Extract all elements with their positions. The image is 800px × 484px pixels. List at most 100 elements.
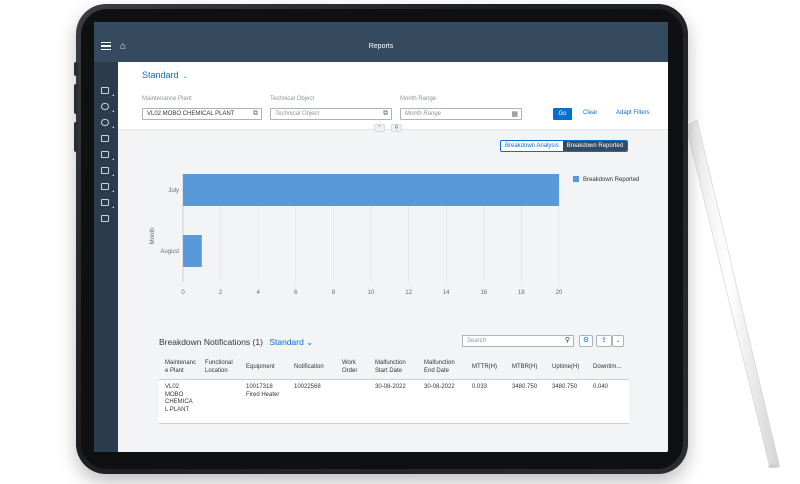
column-header[interactable]: Equipment: [246, 364, 275, 372]
bar: [183, 235, 202, 267]
x-tick-label: 18: [518, 290, 525, 296]
column-header[interactable]: Uptime(H): [552, 364, 579, 372]
variant-label: Standard: [142, 70, 179, 80]
column-header-text: End Date: [424, 367, 450, 374]
breakdown-reported-tab[interactable]: Breakdown Reported: [562, 141, 628, 151]
table-cell-text: 10022568: [294, 384, 321, 390]
table-toolbar-title: Breakdown Notifications (1) Standard ⌄: [159, 337, 313, 348]
expand-indicator-icon: [112, 190, 114, 192]
volume-button: [74, 62, 78, 76]
settings-button[interactable]: ⚙: [579, 335, 593, 347]
nav-item-icon[interactable]: [101, 87, 109, 94]
home-icon[interactable]: ⌂: [120, 41, 127, 52]
column-header-text: e Plant: [165, 367, 184, 374]
nav-item-icon[interactable]: [101, 151, 109, 158]
table-cell-text: CHEMICA: [165, 399, 193, 405]
column-header-text: Malfunction: [375, 360, 406, 366]
expand-indicator-icon: [112, 158, 114, 160]
table-variant-selector[interactable]: Standard ⌄: [269, 337, 314, 347]
column-header[interactable]: Downtim...: [593, 364, 621, 372]
content-area: Breakdown Analysis Breakdown Reported 0 2…: [118, 132, 668, 452]
column-header[interactable]: Malfunction Start Date: [375, 360, 406, 375]
search-icon[interactable]: ⚲: [564, 337, 570, 344]
nav-item-icon[interactable]: [101, 215, 109, 222]
maintenance-plant-input[interactable]: VL02 MOBO CHEMICAL PLANT ⧉: [142, 108, 262, 120]
expand-indicator-icon: [112, 206, 114, 208]
table-cell: 30-08-2022: [375, 384, 406, 392]
month-range-input[interactable]: Month Range ▦: [400, 108, 522, 120]
table-cell-text: 3480.750: [512, 384, 538, 390]
chart-view-toggle: Breakdown Analysis Breakdown Reported: [500, 140, 629, 152]
month-range-placeholder: Month Range: [405, 111, 442, 117]
table-body: VL02 MOBO CHEMICA L PLANT 10017318 Fired Heat…: [159, 380, 629, 424]
table-cell: 10017318 Fired Heater: [246, 384, 279, 399]
x-tick-label: 2: [219, 290, 223, 296]
x-tick-label: 20: [556, 290, 563, 296]
table-cell: 0.033: [472, 384, 487, 392]
go-button[interactable]: Go: [553, 108, 572, 120]
adapt-filters-button[interactable]: Adapt Filters: [616, 110, 650, 116]
column-header-text: Uptime(H): [552, 364, 580, 370]
volume-button: [74, 122, 78, 152]
calendar-icon[interactable]: ▦: [511, 111, 518, 118]
table-cell-text: Fired Heater: [246, 391, 280, 398]
table-cell-text: 0.040: [593, 384, 609, 390]
x-tick-label: 16: [480, 290, 487, 296]
filter-bar: Standard ⌄ Maintenance Plant VL02 MOBO CH…: [118, 62, 668, 132]
column-header[interactable]: Maintenanc e Plant: [165, 360, 196, 375]
x-tick-label: 4: [257, 290, 261, 296]
technical-object-label: Technical Object: [270, 96, 315, 102]
table-cell-text: VL02: [165, 384, 180, 390]
export-menu-button[interactable]: ⌄: [612, 335, 624, 347]
nav-item-icon[interactable]: [101, 103, 109, 110]
y-axis-label: Month: [150, 228, 156, 245]
maintenance-plant-label: Maintenance Plant: [142, 96, 192, 102]
table-search-input[interactable]: Search ⚲: [462, 335, 574, 347]
nav-item-icon[interactable]: [101, 183, 109, 190]
legend-label: Breakdown Reported: [583, 177, 639, 183]
category-label: July: [168, 188, 179, 194]
nav-item-icon[interactable]: [101, 119, 109, 126]
column-header[interactable]: Notification: [294, 364, 324, 372]
table-cell-text: 3480.750: [552, 384, 578, 390]
export-button[interactable]: ⇪: [596, 335, 612, 347]
table-header: Maintenanc e Plant Functional Location Equip…: [159, 354, 629, 380]
table-cell-text: MOBO: [165, 391, 184, 398]
breakdown-analysis-tab[interactable]: Breakdown Analysis: [501, 141, 563, 151]
expand-indicator-icon: [112, 94, 114, 96]
column-header[interactable]: MTTR(H): [472, 364, 497, 372]
technical-object-input[interactable]: Technical Object ⧉: [270, 108, 392, 120]
pin-header-button[interactable]: ⚲: [391, 124, 402, 132]
column-header-text: Malfunction: [424, 360, 455, 366]
column-header[interactable]: Functional Location: [205, 360, 233, 375]
x-tick-label: 8: [332, 290, 336, 296]
value-help-icon[interactable]: ⧉: [383, 110, 388, 117]
column-header[interactable]: Malfunction End Date: [424, 360, 455, 375]
column-header-text: MTBR(H): [512, 364, 538, 370]
column-header-text: MTTR(H): [472, 364, 497, 370]
category-label: August: [160, 249, 179, 255]
clear-button[interactable]: Clear: [583, 110, 598, 116]
nav-item-icon[interactable]: [101, 167, 109, 174]
x-tick-label: 12: [405, 290, 412, 296]
expand-indicator-icon: [112, 126, 114, 128]
nav-item-icon[interactable]: [101, 199, 109, 206]
value-help-icon[interactable]: ⧉: [253, 110, 258, 117]
variant-selector[interactable]: Standard ⌄: [142, 70, 188, 80]
menu-icon[interactable]: [101, 42, 111, 50]
collapse-header-button[interactable]: ⌃: [374, 124, 385, 132]
column-header[interactable]: Work Order: [342, 360, 357, 375]
table-row[interactable]: VL02 MOBO CHEMICA L PLANT 10017318 Fired Heat…: [159, 380, 629, 424]
breakdown-chart: 0 2 4 6 8 10 12 14 16 18 20 July August Month Breakdow…: [150, 174, 639, 296]
table-cell-text: L PLANT: [165, 406, 190, 413]
column-header-text: Notification: [294, 364, 324, 370]
table-cell-text: 30-08-2022: [375, 384, 406, 390]
x-tick-label: 14: [443, 290, 450, 296]
month-range-label: Month Range: [400, 96, 437, 102]
legend-swatch: [573, 176, 579, 182]
nav-item-icon[interactable]: [101, 135, 109, 142]
column-header-text: Work: [342, 360, 356, 366]
column-header[interactable]: MTBR(H): [512, 364, 537, 372]
column-header-text: Equipment: [246, 364, 275, 370]
